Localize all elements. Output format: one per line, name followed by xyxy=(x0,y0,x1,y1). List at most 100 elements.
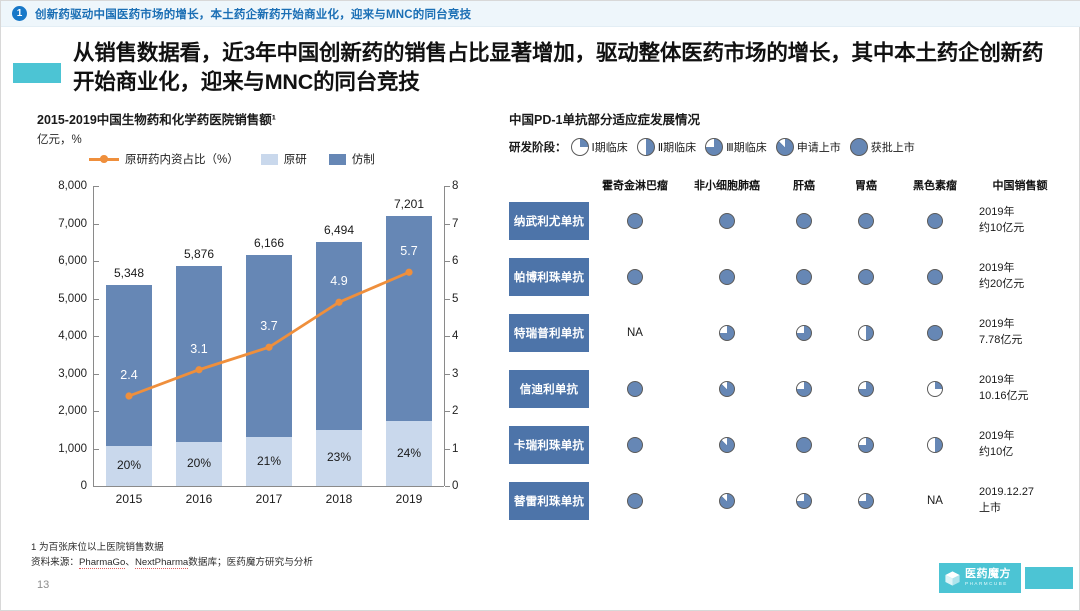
legend-label-original: 原研 xyxy=(283,154,307,166)
matrix-cell-r1-c2 xyxy=(681,213,773,229)
status-pie-icon-r1-c3 xyxy=(796,213,812,229)
y2-axis-tick-0: 0 xyxy=(444,480,458,492)
stage-pie-icon-3 xyxy=(705,138,724,156)
stage-legend-label: 研发阶段： xyxy=(509,142,567,154)
line-value-label-2019: 5.7 xyxy=(400,244,418,259)
stage-legend-text-2: Ⅱ期临床 xyxy=(657,142,697,154)
stage-legend-item-5: 获批上市 xyxy=(849,138,915,156)
x-axis-label-2017: 2017 xyxy=(255,492,283,506)
bar-share-label-2017: 21% xyxy=(256,453,282,468)
bar-share-label-2018: 23% xyxy=(326,449,352,464)
logo-en: PHARMCUBE xyxy=(965,581,1008,587)
sales-line1-1: 2019年 xyxy=(979,206,1015,219)
y2-axis-tick-5: 5 xyxy=(444,293,458,305)
stage-legend-text-5: 获批上市 xyxy=(870,142,915,154)
stage-legend-text-1: Ⅰ期临床 xyxy=(591,142,628,154)
status-pie-icon-r4-c2 xyxy=(719,381,735,397)
bar-chart: 0 1,000 2,000 3,000 4,000 5,000 6,000 7,000 8,00… xyxy=(37,180,485,516)
matrix-column-header-4: 胃癌 xyxy=(855,180,877,192)
y2-axis-tick-1: 1 xyxy=(444,443,458,455)
status-pie-icon-r5-c5 xyxy=(927,437,943,453)
legend-item-original: 原研 xyxy=(260,151,307,167)
chart-title: 2015-2019中国生物药和化学药医院销售额¹ xyxy=(37,113,276,127)
matrix-column-header-1: 霍奇金淋巴瘤 xyxy=(602,180,668,192)
line-point-2019 xyxy=(405,268,413,276)
status-pie-icon-r4-c3 xyxy=(796,381,812,397)
matrix-row: 特瑞普利单抗 NA 2019年 7.78亿元 xyxy=(509,305,1069,361)
matrix-row-label-3: 特瑞普利单抗 xyxy=(509,314,589,352)
matrix-cell-r1-c5 xyxy=(897,213,973,229)
bar-2018 xyxy=(316,242,362,486)
y2-axis-tick-7: 7 xyxy=(444,218,458,230)
status-pie-icon-r5-c3 xyxy=(796,437,812,453)
stage-legend-item-1: Ⅰ期临床 xyxy=(570,138,628,156)
bar-total-label-2016: 5,876 xyxy=(183,246,215,261)
stage-legend-text-4: 申请上市 xyxy=(796,142,841,154)
stage-legend-item-2: Ⅱ期临床 xyxy=(636,138,697,156)
status-pie-icon-r2-c1 xyxy=(627,269,643,285)
status-pie-icon-r5-c1 xyxy=(627,437,643,453)
sales-line2-1: 约10亿元 xyxy=(979,222,1025,234)
status-pie-icon-r3-c4 xyxy=(858,325,874,341)
matrix-cell-r2-c2 xyxy=(681,269,773,285)
status-pie-icon-r6-c2 xyxy=(719,493,735,509)
section-number-badge: 1 xyxy=(12,6,27,21)
matrix-sales-cell-5: 2019年 约10亿 xyxy=(973,429,1073,460)
bar-segment-generic-2016 xyxy=(176,265,222,442)
stage-pie-icon-5 xyxy=(849,138,868,156)
bar-segment-original-2015 xyxy=(106,445,152,486)
matrix-cell-r3-c1: NA xyxy=(627,327,643,339)
status-pie-icon-r3-c3 xyxy=(796,325,812,341)
stage-legend-text-3: Ⅲ期临床 xyxy=(726,142,767,154)
matrix-cell-r5-c4 xyxy=(835,437,897,453)
status-pie-icon-r5-c4 xyxy=(858,437,874,453)
y2-axis-tick-4: 4 xyxy=(444,330,458,342)
status-pie-icon-r3-c5 xyxy=(927,325,943,341)
source-pharmago: PharmaGo xyxy=(78,556,126,569)
y2-axis-tick-8: 8 xyxy=(444,180,458,192)
matrix-cell-r3-c2 xyxy=(681,325,773,341)
line-point-2016 xyxy=(195,366,203,374)
bar-segment-original-2016 xyxy=(176,441,222,486)
matrix-column-header-5: 黑色素瘤 xyxy=(913,180,957,192)
matrix-row: 帕博利珠单抗 2019年 约20亿元 xyxy=(509,249,1069,305)
matrix-row-label-5: 卡瑞利珠单抗 xyxy=(509,426,589,464)
secondary-axis-line xyxy=(444,186,446,486)
chart-plot-area: 0 1,000 2,000 3,000 4,000 5,000 6,000 7,000 8,00… xyxy=(58,180,458,506)
status-pie-icon-r2-c5 xyxy=(927,269,943,285)
y2-axis-tick-6: 6 xyxy=(444,255,458,267)
matrix-cell-r2-c1 xyxy=(589,269,681,285)
source-prefix: 资料来源： xyxy=(31,556,79,568)
matrix-cell-r6-c1 xyxy=(589,493,681,509)
matrix-row-label-1: 纳武利尤单抗 xyxy=(509,202,589,240)
bar-share-label-2015: 20% xyxy=(116,457,142,472)
footer-accent-block xyxy=(1025,567,1073,589)
matrix-cell-r5-c2 xyxy=(681,437,773,453)
chart-footnotes: 1 为百张床位以上医院销售数据 资料来源：PharmaGo、NextPharma… xyxy=(31,541,313,571)
matrix-sales-cell-1: 2019年约10亿元 xyxy=(973,205,1073,236)
matrix-cell-r1-c3 xyxy=(773,213,835,229)
matrix-row-label-4: 信迪利单抗 xyxy=(509,370,589,408)
source-separator: 、 xyxy=(125,556,135,568)
line-point-2015 xyxy=(125,392,133,400)
matrix-cell-r4-c3 xyxy=(773,381,835,397)
matrix-cell-r1-c1 xyxy=(589,213,681,229)
matrix-column-header-3: 肝癌 xyxy=(793,180,815,192)
bar-segment-original-2019 xyxy=(386,421,432,486)
matrix-sales-cell-3: 2019年 7.78亿元 xyxy=(973,317,1073,348)
matrix-row: 替雷利珠单抗 NA 2019.12.27 上市 xyxy=(509,473,1069,529)
bar-share-label-2016: 20% xyxy=(186,455,212,470)
swatch-original-icon xyxy=(260,153,278,165)
pd1-matrix-table: 霍奇金淋巴瘤 非小细胞肺癌 肝癌 胃癌 黑色素瘤 中国销售额 纳武利尤单抗 2019年 约10亿… xyxy=(509,171,1069,529)
matrix-cell-r3-c4 xyxy=(835,325,897,341)
matrix-header-row: 霍奇金淋巴瘤 非小细胞肺癌 肝癌 胃癌 黑色素瘤 中国销售额 xyxy=(509,171,1069,193)
bar-share-label-2019: 24% xyxy=(396,445,422,460)
status-pie-icon-r1-c5 xyxy=(927,213,943,229)
matrix-cell-r5-c3 xyxy=(773,437,835,453)
status-pie-icon-r1-c4 xyxy=(858,213,874,229)
y-axis-tick-4: 4,000 xyxy=(58,330,99,342)
stage-pie-icon-2 xyxy=(636,138,655,156)
matrix-column-header-6: 中国销售额 xyxy=(992,180,1048,192)
matrix-row: 信迪利单抗 2019年 10.16亿元 xyxy=(509,361,1069,417)
